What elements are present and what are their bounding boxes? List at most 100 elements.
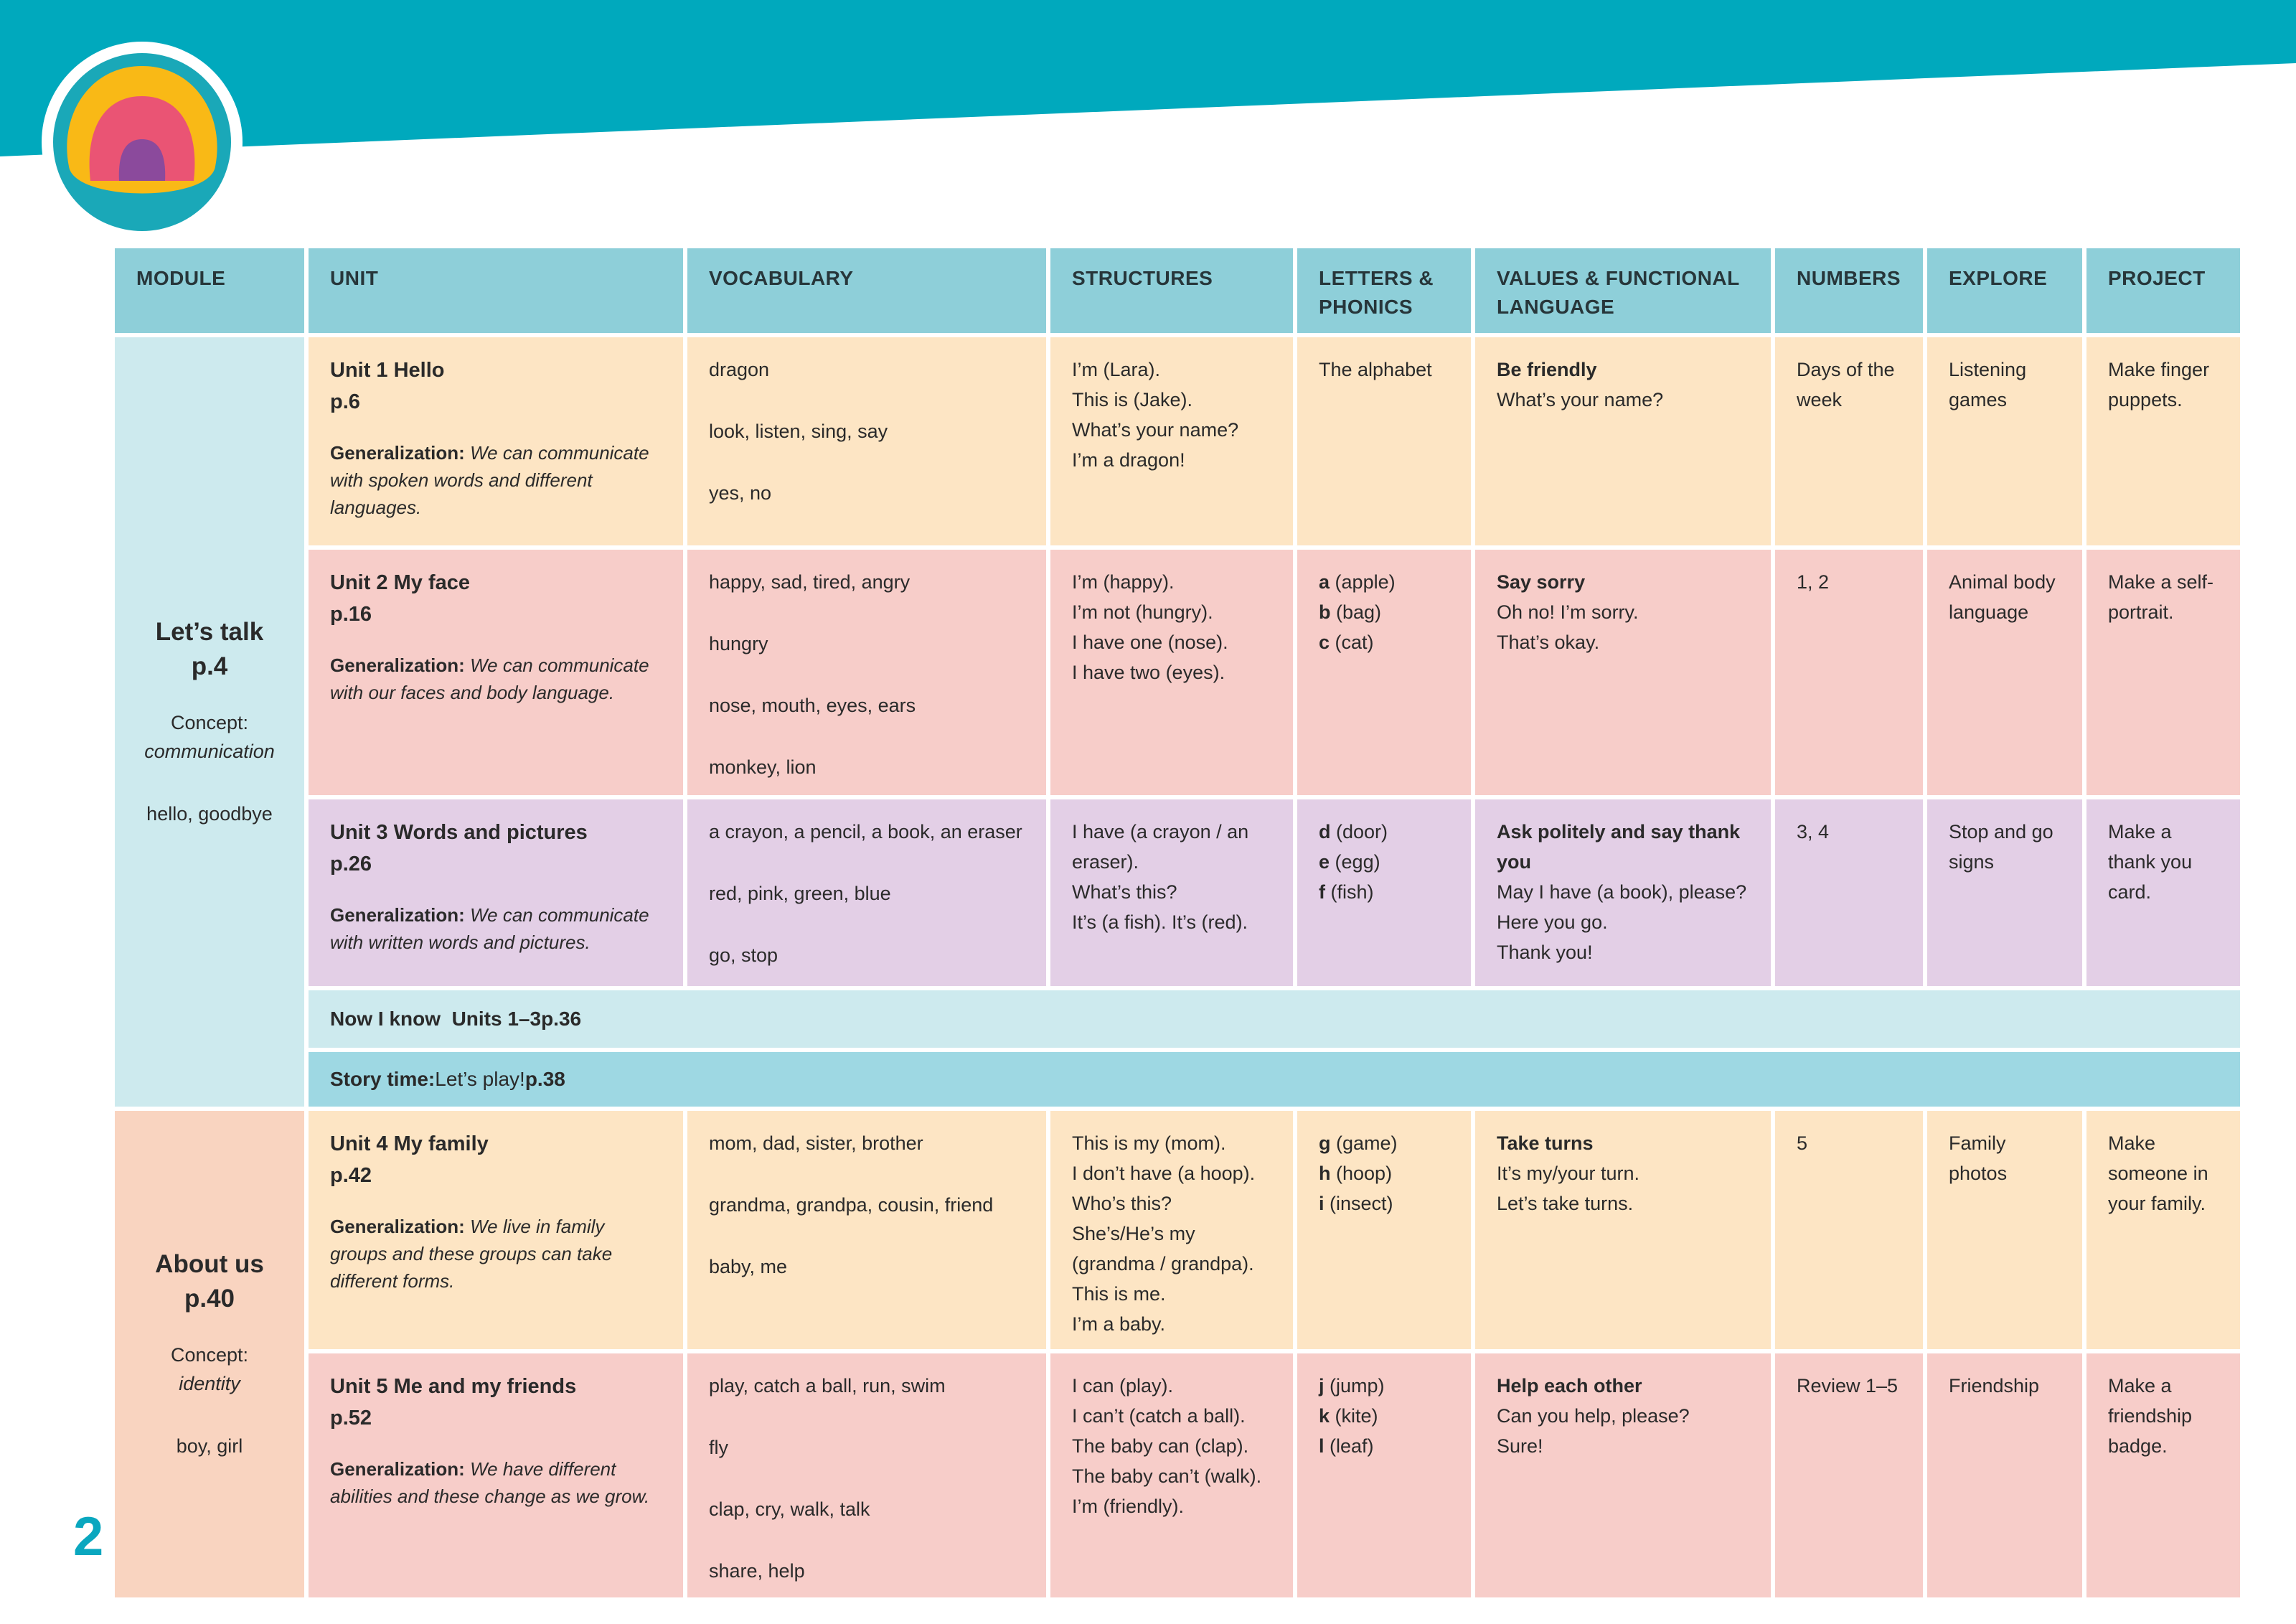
- header-unit: UNIT: [309, 248, 683, 333]
- values-line: Here you go.: [1497, 911, 1608, 933]
- now-i-know-label: Now I know: [330, 1008, 441, 1030]
- story-time-page: p.38: [524, 1068, 565, 1090]
- values-cell: Be friendly What’s your name?: [1475, 337, 1771, 545]
- phonics-cell: a (apple) b (bag) c (cat): [1297, 550, 1471, 795]
- explore-cell: Family photos: [1927, 1111, 2082, 1349]
- structure-line: This is my (mom).: [1072, 1132, 1226, 1154]
- values-cell: Say sorry Oh no! I’m sorry. That’s okay.: [1475, 550, 1771, 795]
- vocab-line: monkey, lion: [709, 756, 817, 778]
- explore-cell: Stop and go signs: [1927, 799, 2082, 986]
- phonics-line: d (door): [1319, 817, 1454, 847]
- generalization-label: Generalization:: [330, 442, 465, 464]
- numbers-cell: 5: [1775, 1111, 1923, 1349]
- vocab-spacer: [709, 597, 1029, 629]
- project-value: Make a friendship badge.: [2108, 1375, 2193, 1457]
- vocab-line: go, stop: [709, 944, 778, 966]
- vocab-spacer: [709, 385, 1029, 416]
- module-concept-label: Concept:: [170, 1344, 249, 1366]
- numbers-value: Review 1–5: [1797, 1375, 1899, 1397]
- unit-title: Unit 5 Me and my friends: [330, 1375, 577, 1398]
- now-i-know-band: Now I know Units 1–3 p.36: [309, 990, 2240, 1048]
- structure-line: I have two (eyes).: [1072, 662, 1225, 683]
- phonics-line: c (cat): [1319, 627, 1454, 657]
- phonics-letter: k: [1319, 1405, 1330, 1427]
- phonics-word: (jump): [1330, 1375, 1385, 1397]
- vocab-line: nose, mouth, eyes, ears: [709, 695, 916, 716]
- unit-page: p.16: [330, 603, 372, 626]
- structures-cell: This is my (mom). I don’t have (a hoop). W…: [1050, 1111, 1293, 1349]
- unit-cell: Unit 5 Me and my friends p.52 Generalizati…: [309, 1353, 683, 1597]
- values-title: Be friendly: [1497, 359, 1597, 380]
- vocab-line: share, help: [709, 1560, 805, 1582]
- structure-line: I’m (Lara).: [1072, 359, 1161, 380]
- phonics-word: (fish): [1330, 881, 1374, 903]
- generalization-label: Generalization:: [330, 1216, 465, 1237]
- module-concept-value: identity: [179, 1373, 240, 1394]
- generalization-text: We can communicate with spoken words and…: [330, 442, 649, 518]
- phonics-word: (hoop): [1336, 1163, 1393, 1184]
- project-cell: Make a self-portrait.: [2086, 550, 2240, 795]
- module-cell: Let’s talk p.4 Concept: communication hello,…: [115, 337, 304, 1107]
- numbers-cell: Days of the week: [1775, 337, 1923, 545]
- header-structures: STRUCTURES: [1050, 248, 1293, 333]
- phonics-line: The alphabet: [1319, 355, 1454, 385]
- phonics-cell: j (jump) k (kite) l (leaf): [1297, 1353, 1471, 1597]
- vocabulary-cell: dragon look, listen, sing, say yes, no: [687, 337, 1046, 545]
- vocab-line: red, pink, green, blue: [709, 883, 891, 904]
- phonics-word: (kite): [1335, 1405, 1378, 1427]
- phonics-word: (cat): [1335, 632, 1374, 653]
- explore-value: Listening games: [1949, 359, 2027, 410]
- structure-line: This is me.: [1072, 1283, 1166, 1305]
- structure-line: I’m a dragon!: [1072, 449, 1185, 471]
- project-value: Make a thank you card.: [2108, 821, 2193, 903]
- unit-title: Unit 2 My face: [330, 571, 470, 594]
- numbers-value: 5: [1797, 1132, 1808, 1154]
- module-words: hello, goodbye: [146, 803, 273, 825]
- numbers-value: Days of the week: [1797, 359, 1895, 410]
- values-title: Help each other: [1497, 1375, 1642, 1397]
- now-i-know-units: Units 1–3: [451, 1008, 542, 1030]
- structure-line: This is (Jake).: [1072, 389, 1193, 410]
- header-values-functional-language: VALUES & FUNCTIONAL LANGUAGE: [1475, 248, 1771, 333]
- explore-cell: Animal body language: [1927, 550, 2082, 795]
- phonics-letter: e: [1319, 851, 1330, 873]
- values-title: Ask politely and say thank you: [1497, 821, 1741, 873]
- phonics-word: (bag): [1336, 601, 1382, 623]
- values-title: Take turns: [1497, 1132, 1594, 1154]
- generalization-label: Generalization:: [330, 904, 465, 926]
- structure-line: The baby can’t (walk).: [1072, 1465, 1262, 1487]
- values-title: Say sorry: [1497, 571, 1586, 593]
- phonics-letter: b: [1319, 601, 1331, 623]
- module-name: Let’s talk: [155, 618, 264, 646]
- generalization-text: We have different abilities and these ch…: [330, 1458, 650, 1507]
- structures-cell: I can (play). I can’t (catch a ball). The …: [1050, 1353, 1293, 1597]
- structures-cell: I’m (Lara). This is (Jake). What’s your na…: [1050, 337, 1293, 545]
- vocabulary-cell: a crayon, a pencil, a book, an eraser red…: [687, 799, 1046, 986]
- structure-line: I’m (happy).: [1072, 571, 1175, 593]
- values-line: Thank you!: [1497, 942, 1593, 963]
- phonics-line: j (jump): [1319, 1371, 1454, 1401]
- phonics-word: (leaf): [1330, 1435, 1374, 1457]
- structure-line: I can (play).: [1072, 1375, 1174, 1397]
- numbers-value: 3, 4: [1797, 821, 1830, 842]
- header-letters-phonics: LETTERS & PHONICS: [1297, 248, 1471, 333]
- vocab-line: baby, me: [709, 1256, 788, 1277]
- vocab-spacer: [709, 721, 1029, 752]
- phonics-word: (egg): [1335, 851, 1380, 873]
- unit-generalization: Generalization: We have different abilit…: [330, 1455, 666, 1510]
- generalization-label: Generalization:: [330, 1458, 465, 1480]
- unit-cell: Unit 2 My face p.16 Generalization: We can…: [309, 550, 683, 795]
- numbers-value: 1, 2: [1797, 571, 1830, 593]
- phonics-word: The alphabet: [1319, 359, 1432, 380]
- phonics-line: f (fish): [1319, 877, 1454, 907]
- structure-line: She’s/He’s my (grandma / grandpa).: [1072, 1223, 1254, 1275]
- vocabulary-cell: play, catch a ball, run, swim fly clap, cr…: [687, 1353, 1046, 1597]
- vocab-line: yes, no: [709, 482, 772, 504]
- unit-cell: Unit 3 Words and pictures p.26 Generalizat…: [309, 799, 683, 986]
- project-value: Make finger puppets.: [2108, 359, 2210, 410]
- values-line: May I have (a book), please?: [1497, 881, 1747, 903]
- header-module: MODULE: [115, 248, 304, 333]
- generalization-label: Generalization:: [330, 654, 465, 676]
- project-cell: Make a thank you card.: [2086, 799, 2240, 986]
- structure-line: I’m (friendly).: [1072, 1496, 1185, 1517]
